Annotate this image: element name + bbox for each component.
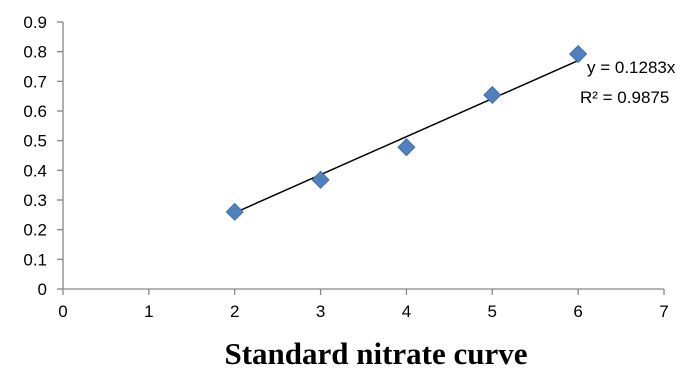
y-tick-label: 0.9 bbox=[23, 13, 47, 32]
y-tick-label: 0 bbox=[38, 280, 47, 299]
y-tick-label: 0.3 bbox=[23, 191, 47, 210]
x-tick-label: 2 bbox=[230, 302, 239, 321]
y-tick-label: 0.8 bbox=[23, 43, 47, 62]
data-point-diamond bbox=[397, 138, 416, 157]
x-tick-label: 4 bbox=[402, 302, 411, 321]
y-tick-label: 0.2 bbox=[23, 221, 47, 240]
trendline-equation: y = 0.1283x bbox=[587, 58, 676, 77]
y-tick-label: 0.1 bbox=[23, 250, 47, 269]
x-tick-label: 0 bbox=[58, 302, 67, 321]
axes bbox=[57, 21, 665, 295]
x-tick-label: 1 bbox=[144, 302, 153, 321]
data-points bbox=[225, 44, 588, 221]
x-tick-label: 7 bbox=[659, 302, 668, 321]
y-tick-label: 0.4 bbox=[23, 161, 47, 180]
y-tick-label: 0.6 bbox=[23, 102, 47, 121]
trendline-group bbox=[234, 59, 579, 214]
y-tick-label: 0.5 bbox=[23, 132, 47, 151]
data-point-diamond bbox=[311, 170, 330, 189]
data-point-diamond bbox=[569, 44, 588, 64]
data-point-diamond bbox=[225, 202, 244, 221]
x-tick-label: 5 bbox=[488, 302, 497, 321]
y-tick-label: 0.7 bbox=[23, 72, 47, 91]
x-tick-label: 3 bbox=[316, 302, 325, 321]
x-tick-label: 6 bbox=[573, 302, 582, 321]
data-point-diamond bbox=[483, 85, 502, 105]
chart-title: Standard nitrate curve bbox=[224, 336, 527, 371]
linear-trendline bbox=[234, 59, 579, 214]
r-squared-label: R² = 0.9875 bbox=[580, 88, 669, 107]
tick-labels: 0 0.1 0.2 0.3 0.4 0.5 0.6 0.7 0.8 0.9 0 1 2 3 4 5 6 7 bbox=[23, 13, 668, 321]
